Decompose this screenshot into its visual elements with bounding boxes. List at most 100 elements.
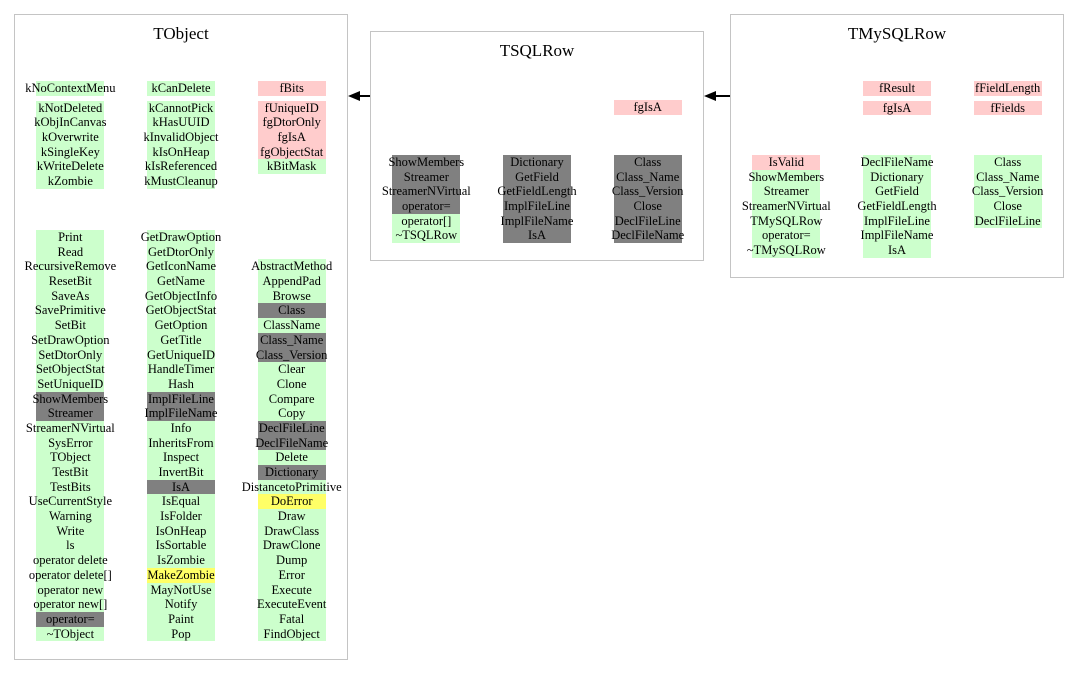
member-cell[interactable]: ~TSQLRow bbox=[371, 228, 482, 244]
member-cell[interactable]: Class bbox=[952, 155, 1063, 170]
class-title-tsqlrow[interactable]: TSQLRow bbox=[499, 41, 575, 60]
member-cell[interactable]: GetField bbox=[482, 169, 593, 185]
member-cell[interactable]: GetTitle bbox=[126, 332, 237, 348]
member-cell[interactable]: Paint bbox=[126, 611, 237, 627]
member-cell[interactable]: Class_Name bbox=[952, 169, 1063, 185]
member-cell[interactable]: operator[] bbox=[371, 213, 482, 229]
member-cell[interactable]: TestBit bbox=[15, 465, 126, 480]
member-cell[interactable]: IsA bbox=[482, 228, 593, 244]
member-cell[interactable]: fgObjectStat bbox=[236, 144, 347, 160]
member-cell[interactable]: GetObjectInfo bbox=[126, 288, 237, 304]
member-cell[interactable]: GetObjectStat bbox=[126, 303, 237, 319]
member-cell[interactable]: ExecuteEvent bbox=[236, 597, 347, 612]
member-cell[interactable]: kMustCleanup bbox=[126, 174, 237, 189]
member-cell[interactable]: Streamer bbox=[371, 169, 482, 185]
member-cell[interactable]: StreamerNVirtual bbox=[731, 199, 842, 214]
member-cell[interactable]: GetDrawOption bbox=[126, 230, 237, 245]
member-cell[interactable]: Read bbox=[15, 244, 126, 260]
member-cell[interactable]: ShowMembers bbox=[15, 391, 126, 407]
member-cell[interactable]: fgIsA bbox=[236, 130, 347, 145]
member-cell[interactable]: IsA bbox=[842, 243, 953, 258]
member-cell[interactable]: Write bbox=[15, 523, 126, 539]
member-cell[interactable]: DistancetoPrimitive bbox=[236, 479, 347, 495]
member-cell[interactable]: kCannotPick bbox=[126, 100, 237, 116]
member-cell[interactable]: IsSortable bbox=[126, 538, 237, 554]
member-cell[interactable]: GetField bbox=[842, 184, 953, 200]
member-cell[interactable]: fFields bbox=[952, 100, 1063, 116]
member-cell[interactable]: operator= bbox=[731, 228, 842, 244]
member-cell[interactable]: GetIconName bbox=[126, 259, 237, 275]
member-cell[interactable]: Fatal bbox=[236, 611, 347, 627]
member-cell[interactable]: operator delete bbox=[15, 553, 126, 568]
member-cell[interactable]: kNotDeleted bbox=[15, 100, 126, 116]
member-cell[interactable]: ShowMembers bbox=[731, 169, 842, 185]
member-cell[interactable]: fgDtorOnly bbox=[236, 115, 347, 131]
member-cell[interactable]: Dictionary bbox=[482, 155, 593, 170]
member-cell[interactable]: operator new bbox=[15, 582, 126, 598]
member-cell[interactable]: Class_Version bbox=[592, 184, 703, 200]
member-cell[interactable]: kCanDelete bbox=[126, 81, 237, 96]
member-cell[interactable]: DrawClone bbox=[236, 538, 347, 554]
member-cell[interactable]: Class_Name bbox=[592, 169, 703, 185]
member-cell[interactable]: Class_Name bbox=[236, 332, 347, 348]
member-cell[interactable]: InheritsFrom bbox=[126, 435, 237, 451]
member-cell[interactable]: Class bbox=[236, 303, 347, 319]
member-cell[interactable]: fFieldLength bbox=[952, 81, 1063, 96]
member-cell[interactable]: DeclFileName bbox=[236, 435, 347, 451]
member-cell[interactable]: kZombie bbox=[15, 174, 126, 189]
member-cell[interactable]: Clone bbox=[236, 376, 347, 392]
member-cell[interactable]: GetOption bbox=[126, 318, 237, 333]
member-cell[interactable]: fUniqueID bbox=[236, 100, 347, 116]
member-cell[interactable]: GetFieldLength bbox=[482, 184, 593, 200]
member-cell[interactable]: operator= bbox=[15, 611, 126, 627]
member-cell[interactable]: Streamer bbox=[15, 406, 126, 421]
member-cell[interactable]: SetUniqueID bbox=[15, 376, 126, 392]
member-cell[interactable]: IsOnHeap bbox=[126, 523, 237, 539]
member-cell[interactable]: Close bbox=[592, 199, 703, 214]
member-cell[interactable]: operator new[] bbox=[15, 597, 126, 612]
member-cell[interactable]: DeclFileLine bbox=[236, 420, 347, 436]
member-cell[interactable]: SetObjectStat bbox=[15, 362, 126, 377]
member-cell[interactable]: ResetBit bbox=[15, 274, 126, 289]
member-cell[interactable]: kWriteDelete bbox=[15, 159, 126, 175]
member-cell[interactable]: kSingleKey bbox=[15, 144, 126, 160]
member-cell[interactable]: Dictionary bbox=[842, 169, 953, 185]
member-cell[interactable]: TestBits bbox=[15, 479, 126, 495]
member-cell[interactable]: kInvalidObject bbox=[126, 130, 237, 145]
member-cell[interactable]: DoError bbox=[236, 494, 347, 510]
member-cell[interactable]: SavePrimitive bbox=[15, 303, 126, 319]
member-cell[interactable]: SysError bbox=[15, 435, 126, 451]
member-cell[interactable]: HandleTimer bbox=[126, 362, 237, 377]
member-cell[interactable]: IsA bbox=[126, 479, 237, 495]
member-cell[interactable]: TObject bbox=[15, 450, 126, 465]
member-cell[interactable]: ImplFileName bbox=[842, 228, 953, 244]
member-cell[interactable]: ~TMySQLRow bbox=[731, 243, 842, 258]
member-cell[interactable]: ShowMembers bbox=[371, 155, 482, 170]
member-cell[interactable]: GetFieldLength bbox=[842, 199, 953, 214]
member-cell[interactable]: ImplFileLine bbox=[842, 213, 953, 229]
member-cell[interactable]: Warning bbox=[15, 509, 126, 524]
member-cell[interactable]: IsZombie bbox=[126, 553, 237, 568]
member-cell[interactable]: MakeZombie bbox=[126, 567, 237, 583]
member-cell[interactable]: kIsOnHeap bbox=[126, 144, 237, 160]
member-cell[interactable]: IsEqual bbox=[126, 494, 237, 510]
member-cell[interactable]: ImplFileName bbox=[482, 213, 593, 229]
member-cell[interactable]: Class bbox=[592, 155, 703, 170]
member-cell[interactable]: SetDrawOption bbox=[15, 332, 126, 348]
member-cell[interactable]: Streamer bbox=[731, 184, 842, 200]
member-cell[interactable]: fgIsA bbox=[842, 100, 953, 116]
class-title-tobject[interactable]: TObject bbox=[153, 24, 209, 43]
member-cell[interactable]: UseCurrentStyle bbox=[15, 494, 126, 510]
member-cell[interactable]: kNoContextMenu bbox=[15, 81, 126, 96]
member-cell[interactable]: InvertBit bbox=[126, 465, 237, 480]
member-cell[interactable]: DeclFileLine bbox=[592, 213, 703, 229]
class-title-tmysqlrow[interactable]: TMySQLRow bbox=[847, 24, 947, 43]
member-cell[interactable]: AppendPad bbox=[236, 274, 347, 289]
member-cell[interactable]: StreamerNVirtual bbox=[371, 184, 482, 200]
member-cell[interactable]: RecursiveRemove bbox=[15, 259, 126, 275]
member-cell[interactable]: Hash bbox=[126, 376, 237, 392]
member-cell[interactable]: FindObject bbox=[236, 626, 347, 642]
member-cell[interactable]: Execute bbox=[236, 582, 347, 598]
member-cell[interactable]: Draw bbox=[236, 509, 347, 524]
member-cell[interactable]: fResult bbox=[842, 81, 953, 96]
